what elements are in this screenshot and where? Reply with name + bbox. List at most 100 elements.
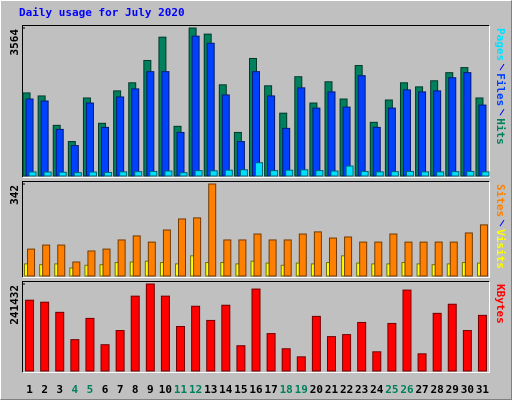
bar: [478, 104, 487, 177]
bar: [162, 229, 171, 277]
x-tick-label: 16: [249, 383, 263, 396]
panel-border-light: [22, 25, 490, 178]
bar: [130, 295, 140, 372]
legend-entry: Sites: [494, 184, 507, 217]
bar: [176, 131, 185, 177]
bar: [221, 94, 230, 177]
bar: [134, 171, 143, 177]
bar: [104, 171, 113, 177]
bar: [375, 171, 384, 177]
x-tick-label: 31: [476, 383, 490, 396]
bar: [164, 170, 173, 177]
bar: [239, 169, 248, 177]
bar: [72, 261, 81, 277]
bar: [481, 171, 490, 177]
bar: [193, 217, 202, 277]
bar: [297, 87, 306, 177]
bar: [100, 344, 110, 372]
bar: [115, 330, 125, 372]
x-tick-label: 14: [219, 383, 233, 396]
bar: [206, 319, 216, 372]
x-tick-label: 20: [310, 383, 323, 396]
x-tick-label: 10: [159, 383, 172, 396]
bar: [326, 336, 336, 372]
bar: [238, 239, 247, 277]
bar: [70, 339, 80, 372]
bar: [117, 239, 126, 277]
bar: [433, 90, 442, 177]
bar: [149, 170, 158, 177]
chart-title: Daily usage for July 2020: [19, 6, 185, 19]
x-tick-label: 24: [370, 383, 384, 396]
bar: [357, 321, 367, 372]
legend-separator: [499, 108, 505, 116]
bar: [330, 170, 339, 177]
bar: [42, 244, 51, 277]
x-tick-label: 19: [295, 383, 308, 396]
legend-separator: [499, 63, 505, 71]
bar: [327, 91, 336, 177]
bar: [255, 162, 263, 177]
bar: [300, 169, 309, 177]
bar: [178, 218, 187, 277]
x-tick-label: 11: [174, 383, 188, 396]
panel-border-light: [22, 281, 490, 373]
bar: [55, 128, 64, 177]
x-tick-label: 15: [234, 383, 247, 396]
x-tick-label: 12: [189, 383, 202, 396]
legend-separator: [499, 219, 505, 227]
x-tick-label: 30: [461, 383, 474, 396]
bar: [479, 224, 488, 277]
bar: [436, 171, 445, 177]
panel-border-dark: [22, 25, 490, 178]
x-tick-label: 4: [72, 383, 79, 396]
bar: [252, 71, 260, 177]
bar: [58, 171, 67, 177]
x-tick-label: 28: [431, 383, 444, 396]
bar: [194, 170, 203, 177]
bar: [132, 235, 141, 277]
bar: [313, 231, 322, 277]
bar: [119, 171, 128, 177]
bar: [434, 241, 443, 277]
x-tick-label: 21: [325, 383, 339, 396]
bar: [253, 233, 262, 277]
bar: [418, 91, 427, 177]
bar: [161, 71, 170, 177]
legend-entry: Hits: [494, 118, 507, 145]
x-tick-label: 7: [117, 383, 124, 396]
bar: [312, 107, 321, 177]
bar: [27, 248, 36, 277]
bar: [270, 170, 279, 177]
y-tick-label: 241432: [8, 285, 21, 325]
bar: [209, 170, 218, 177]
bar: [85, 102, 94, 177]
bar: [342, 334, 352, 372]
bar: [57, 244, 66, 277]
bar: [224, 169, 233, 177]
legend: Sites Visits: [494, 184, 507, 269]
bar: [402, 289, 412, 372]
x-tick-label: 23: [355, 383, 368, 396]
legend-entry: Visits: [494, 229, 507, 269]
bar: [40, 100, 49, 177]
bar: [372, 126, 381, 177]
bar: [466, 170, 475, 177]
bar: [266, 333, 276, 372]
bar: [221, 304, 231, 372]
panel-border-light: [22, 181, 490, 278]
bar: [372, 351, 382, 372]
bar: [477, 314, 487, 372]
bar: [328, 237, 337, 277]
bar: [451, 171, 460, 177]
bar: [251, 288, 261, 372]
x-tick-label: 29: [446, 383, 459, 396]
bar: [344, 236, 353, 277]
x-tick-label: 6: [102, 383, 109, 396]
bar: [389, 233, 398, 277]
bar: [70, 145, 79, 177]
bar: [208, 183, 217, 277]
bar: [357, 75, 366, 177]
x-tick-label: 22: [340, 383, 353, 396]
